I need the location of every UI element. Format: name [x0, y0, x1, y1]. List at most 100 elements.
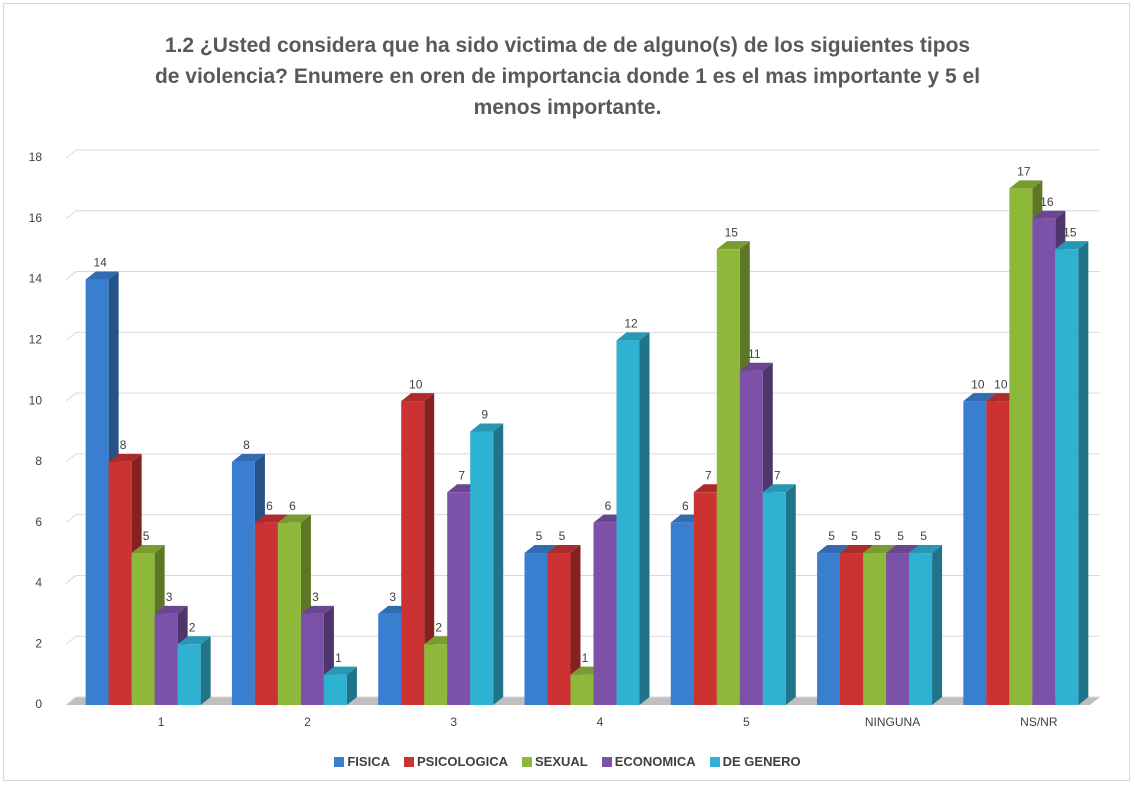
- data-label: 2: [435, 620, 442, 634]
- bar: [886, 553, 910, 705]
- bar-top: [886, 545, 920, 554]
- bar: [863, 553, 887, 705]
- data-label: 10: [409, 377, 423, 391]
- bar-side: [346, 666, 357, 705]
- bar-side: [570, 545, 581, 705]
- data-label: 10: [994, 377, 1008, 391]
- data-label: 6: [682, 499, 689, 513]
- bar-top: [817, 545, 851, 554]
- legend-swatch: [522, 756, 532, 767]
- grid-depth-line: [65, 149, 77, 159]
- bar-side: [424, 393, 435, 705]
- bar-top: [254, 514, 288, 523]
- x-tick-label: 1: [158, 715, 165, 729]
- y-tick-label: 4: [35, 576, 42, 590]
- bar: [470, 431, 494, 705]
- data-label: 5: [874, 529, 881, 543]
- bar: [716, 249, 740, 705]
- bar: [177, 644, 201, 705]
- data-label: 16: [1040, 195, 1054, 209]
- bar-top: [108, 453, 142, 462]
- legend-item: ECONOMICA: [601, 754, 696, 769]
- legend-label: DE GENERO: [722, 754, 801, 769]
- bar: [1032, 218, 1056, 705]
- data-label: 15: [725, 225, 739, 239]
- bar-top: [85, 271, 119, 280]
- grid-depth-line: [65, 514, 77, 524]
- bar: [570, 674, 594, 705]
- legend-swatch: [334, 756, 345, 767]
- bar-top: [909, 545, 943, 554]
- bar-top: [470, 423, 504, 432]
- bar-top: [616, 332, 650, 341]
- data-label: 10: [971, 377, 985, 391]
- grid-depth-line: [65, 392, 77, 402]
- data-label: 1: [582, 651, 589, 665]
- y-tick-label: 2: [35, 636, 42, 650]
- x-tick-label: NINGUNA: [865, 715, 920, 729]
- bar-side: [639, 332, 650, 705]
- data-label: 5: [536, 529, 543, 543]
- bar: [963, 401, 987, 705]
- grid-depth-line: [65, 635, 77, 645]
- bar-top: [154, 605, 188, 614]
- grid-depth-line: [65, 575, 77, 584]
- data-label: 8: [243, 438, 250, 452]
- x-tick-label: 5: [743, 715, 750, 729]
- bar-top: [840, 545, 874, 554]
- bar: [616, 340, 640, 705]
- legend-label: ECONOMICA: [614, 754, 696, 769]
- legend-swatch: [709, 756, 720, 767]
- y-tick-label: 12: [29, 333, 43, 347]
- bar: [1055, 249, 1079, 705]
- bar-top: [524, 545, 558, 554]
- x-tick-label: 4: [597, 715, 604, 729]
- data-label: 7: [705, 468, 712, 482]
- bar: [670, 522, 694, 705]
- bar-top: [1032, 210, 1066, 219]
- bar: [447, 492, 471, 705]
- legend-item: PSICOLOGICA: [403, 754, 508, 769]
- legend-swatch: [601, 756, 612, 767]
- legend-swatch: [403, 756, 414, 767]
- bar-top: [863, 545, 897, 554]
- bar: [277, 522, 301, 705]
- chart-frame: [3, 3, 1130, 781]
- bar: [762, 492, 786, 705]
- data-label: 2: [189, 620, 196, 634]
- bar-top: [231, 453, 265, 462]
- grid-depth-line: [65, 271, 77, 280]
- bar: [323, 674, 347, 705]
- bar: [524, 553, 548, 705]
- bar-top: [1055, 241, 1089, 250]
- data-label: 3: [166, 590, 173, 604]
- bar: [593, 522, 617, 705]
- x-tick-label: NS/NR: [1020, 715, 1058, 729]
- data-label: 17: [1017, 165, 1031, 179]
- bar: [424, 644, 448, 705]
- bar: [254, 522, 278, 705]
- bar: [300, 613, 324, 705]
- x-tick-label: 3: [450, 715, 457, 729]
- bar-top: [739, 362, 773, 371]
- bar: [547, 553, 571, 705]
- legend-label: SEXUAL: [535, 754, 588, 769]
- bar: [739, 370, 763, 705]
- legend-item: SEXUAL: [522, 754, 588, 769]
- bar-top: [963, 393, 997, 402]
- data-label: 5: [143, 529, 150, 543]
- bar: [231, 461, 255, 705]
- y-tick-label: 6: [35, 515, 42, 529]
- data-label: 5: [897, 529, 904, 543]
- bar: [1009, 188, 1033, 705]
- y-tick-label: 18: [29, 150, 43, 164]
- bar-top: [547, 545, 581, 554]
- bar: [131, 553, 155, 705]
- data-label: 5: [851, 529, 858, 543]
- data-label: 1: [335, 651, 342, 665]
- bar-top: [401, 393, 435, 402]
- data-label: 5: [559, 529, 566, 543]
- bar-top: [323, 666, 357, 675]
